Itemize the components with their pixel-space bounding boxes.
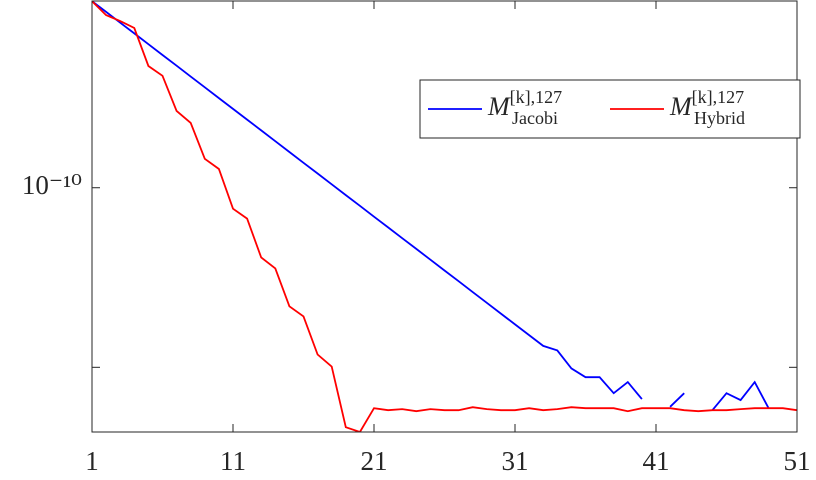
series-line xyxy=(92,1,797,432)
legend-label: M[k],127 Jacobi xyxy=(487,87,562,128)
x-tick-label: 1 xyxy=(85,446,99,476)
y-tick-label: 10⁻¹⁰ xyxy=(22,170,82,200)
legend-sup: [k],127 xyxy=(510,87,563,107)
x-tick-label: 31 xyxy=(502,446,529,476)
x-tick-label: 51 xyxy=(784,446,811,476)
legend-base: M xyxy=(487,92,511,121)
legend-label: M[k],127 Hybrid xyxy=(669,87,745,128)
series-line xyxy=(92,1,770,411)
plot-area xyxy=(92,1,797,432)
legend-sup: [k],127 xyxy=(692,87,745,107)
x-tick-label: 41 xyxy=(643,446,670,476)
legend-sub: Hybrid xyxy=(694,108,745,128)
axes-box xyxy=(91,0,798,433)
x-tick-label: 11 xyxy=(220,446,246,476)
x-tick-label: 21 xyxy=(361,446,388,476)
legend-sub: Jacobi xyxy=(512,108,558,128)
legend-base: M xyxy=(669,92,693,121)
